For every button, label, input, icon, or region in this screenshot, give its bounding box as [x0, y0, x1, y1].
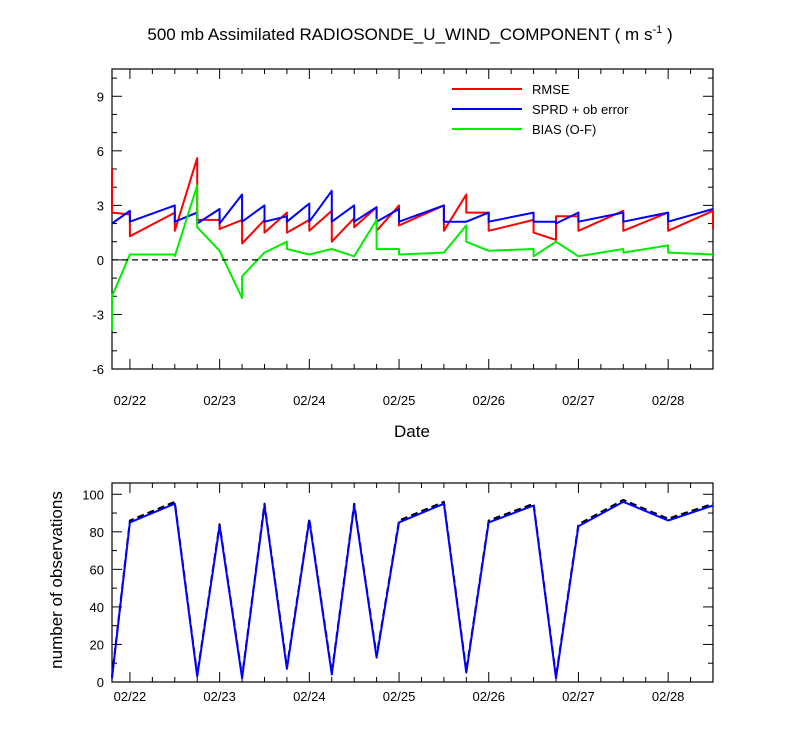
bottom-y-tick-label: 60	[90, 562, 104, 577]
top-series	[111, 157, 714, 331]
bottom-x-tick-label: 02/25	[383, 689, 416, 704]
top-series-sprd-ob-error	[111, 189, 714, 225]
bottom-plot-frame	[111, 482, 714, 683]
top-x-tick-label: 02/26	[472, 393, 505, 408]
bottom-y-tick-label: 20	[90, 637, 104, 652]
legend-label-rmse: RMSE	[532, 82, 570, 97]
legend-label-bias-o-f: BIAS (O-F)	[532, 122, 596, 137]
top-x-tick-label: 02/25	[383, 393, 416, 408]
top-y-tick-label: 0	[97, 253, 104, 268]
bottom-y-tick-labels: 0 20 40 60 80 100	[82, 487, 104, 690]
bottom-y-tick-label: 40	[90, 600, 104, 615]
bottom-y-tick-label: 0	[97, 675, 104, 690]
bottom-y-tick-label: 80	[90, 525, 104, 540]
top-y-tick-label: -6	[92, 362, 104, 377]
top-series-bias-o-f	[111, 184, 714, 331]
top-y-tick-labels: -6 -3 0 3 6 9	[92, 89, 104, 377]
top-y-tick-label: 9	[97, 89, 104, 104]
bottom-x-tick-label: 02/28	[652, 689, 685, 704]
top-x-tick-label: 02/28	[652, 393, 685, 408]
chart-title: 500 mb Assimilated RADIOSONDE_U_WIND_COM…	[147, 24, 672, 44]
bottom-x-tick-label: 02/26	[472, 689, 505, 704]
bottom-x-tick-label: 02/22	[114, 689, 147, 704]
bottom-x-tick-label: 02/27	[562, 689, 595, 704]
top-x-tick-labels: 02/22 02/23 02/24 02/25 02/26 02/27 02/28	[114, 393, 685, 408]
top-x-tick-label: 02/23	[203, 393, 236, 408]
bottom-ticks	[112, 483, 714, 683]
bottom-x-tick-labels: 02/22 02/23 02/24 02/25 02/26 02/27 02/28	[114, 689, 685, 704]
bottom-y-tick-label: 100	[82, 487, 104, 502]
bottom-x-tick-label: 02/24	[293, 689, 326, 704]
y-axis-title: number of observations	[47, 491, 66, 669]
top-series-rmse	[111, 157, 714, 245]
top-y-tick-label: -3	[92, 307, 104, 322]
top-x-tick-label: 02/24	[293, 393, 326, 408]
bottom-series-assimilated	[111, 500, 714, 680]
top-y-tick-label: 6	[97, 144, 104, 159]
x-axis-title: Date	[394, 422, 430, 441]
top-x-tick-label: 02/27	[562, 393, 595, 408]
top-x-tick-label: 02/22	[114, 393, 147, 408]
top-ticks	[112, 69, 714, 370]
legend: RMSE SPRD + ob error BIAS (O-F)	[452, 82, 629, 137]
legend-label-sprd-ob-error: SPRD + ob error	[532, 102, 629, 117]
bottom-series	[111, 498, 714, 680]
top-y-tick-label: 3	[97, 198, 104, 213]
bottom-x-tick-label: 02/23	[203, 689, 236, 704]
